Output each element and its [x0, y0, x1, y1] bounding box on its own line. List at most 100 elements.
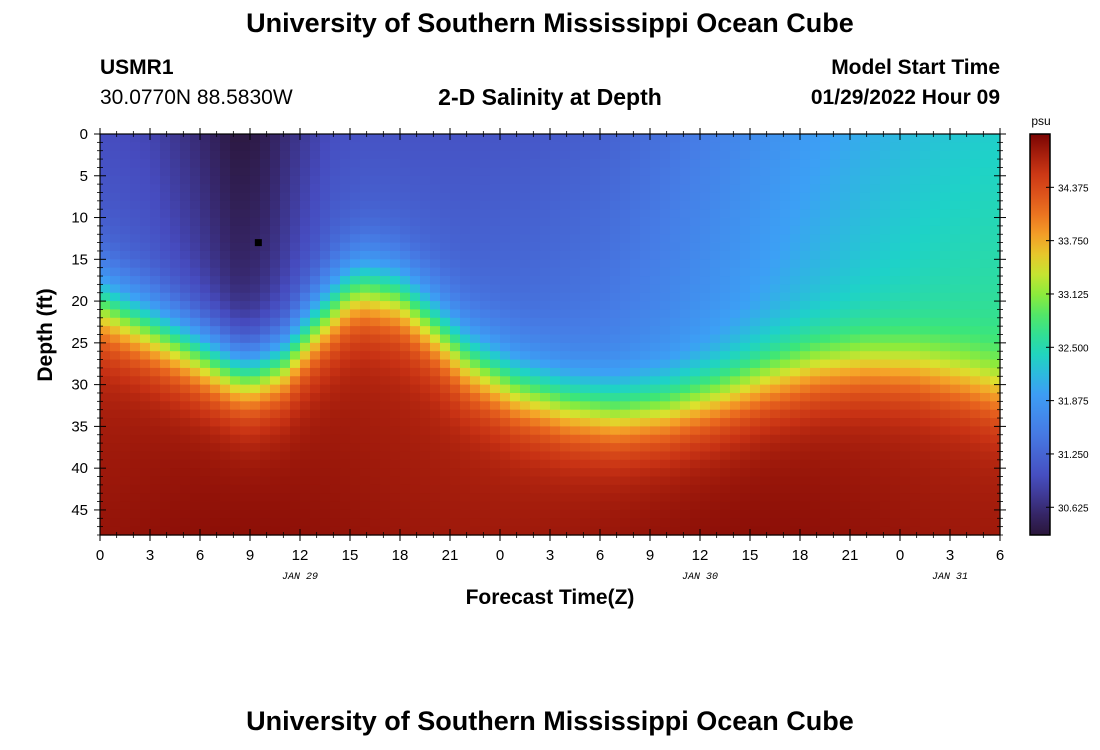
heatmap-cell [820, 142, 831, 152]
heatmap-cell [690, 384, 701, 394]
heatmap-cell [260, 159, 271, 169]
heatmap-cell [900, 134, 911, 143]
heatmap-cell [580, 468, 591, 478]
heatmap-cell [400, 451, 411, 461]
heatmap-cell [210, 134, 221, 143]
heatmap-cell [380, 376, 391, 386]
heatmap-cell [890, 309, 901, 319]
y-axis-title: Depth (ft) [34, 288, 57, 381]
heatmap-cell [620, 342, 631, 352]
heatmap-cell [400, 234, 411, 244]
heatmap-cell [860, 351, 871, 361]
heatmap-cell [460, 334, 471, 344]
heatmap-cell [140, 184, 151, 194]
heatmap-cell [200, 217, 211, 227]
heatmap-cell [200, 401, 211, 411]
heatmap-cell [610, 242, 621, 252]
heatmap-cell [330, 317, 341, 327]
heatmap-cell [200, 376, 211, 386]
heatmap-cell [980, 518, 991, 528]
heatmap-cell [360, 426, 371, 436]
heatmap-cell [230, 526, 241, 536]
heatmap-cell [330, 150, 341, 160]
heatmap-cell [190, 526, 201, 536]
heatmap-cell [190, 200, 201, 210]
heatmap-cell [250, 384, 261, 394]
heatmap-cell [440, 401, 451, 411]
heatmap-cell [890, 493, 901, 503]
heatmap-cell [980, 317, 991, 327]
heatmap-cell [900, 409, 911, 419]
heatmap-cell [260, 250, 271, 260]
heatmap-cell [110, 426, 121, 436]
heatmap-cell [700, 392, 711, 402]
heatmap-cell [610, 418, 621, 427]
heatmap-cell [540, 334, 551, 344]
heatmap-cell [210, 292, 221, 302]
heatmap-cell [220, 225, 231, 235]
heatmap-cell [440, 225, 451, 235]
heatmap-cell [400, 142, 411, 152]
heatmap-cell [100, 501, 111, 511]
heatmap-cell [190, 242, 201, 252]
heatmap-cell [450, 200, 461, 210]
heatmap-cell [570, 443, 581, 453]
heatmap-cell [330, 409, 341, 419]
heatmap-cell [290, 242, 301, 252]
heatmap-cell [690, 309, 701, 319]
heatmap-cell [770, 493, 781, 503]
heatmap-cell [210, 418, 221, 427]
heatmap-cell [370, 426, 381, 436]
heatmap-cell [340, 326, 351, 336]
heatmap-cell [680, 175, 691, 185]
heatmap-cell [560, 284, 571, 294]
heatmap-cell [920, 234, 931, 244]
heatmap-cell [680, 409, 691, 419]
heatmap-cell [610, 518, 621, 528]
heatmap-cell [610, 384, 621, 394]
heatmap-cell [450, 134, 461, 143]
heatmap-cell [380, 526, 391, 536]
heatmap-cell [150, 209, 161, 219]
heatmap-cell [940, 434, 951, 444]
heatmap-cell [500, 342, 511, 352]
heatmap-cell [150, 459, 161, 469]
heatmap-cell [390, 134, 401, 143]
heatmap-cell [450, 376, 461, 386]
heatmap-cell [290, 476, 301, 486]
heatmap-cell [380, 250, 391, 260]
heatmap-cell [770, 242, 781, 252]
heatmap-cell [910, 184, 921, 194]
heatmap-cell [560, 468, 571, 478]
heatmap-cell [320, 476, 331, 486]
heatmap-cell [510, 134, 521, 143]
heatmap-cell [110, 276, 121, 285]
heatmap-cell [190, 434, 201, 444]
heatmap-cell [840, 367, 851, 377]
heatmap-cell [480, 409, 491, 419]
heatmap-cell [280, 192, 291, 202]
heatmap-cell [760, 401, 771, 411]
heatmap-cell [420, 342, 431, 352]
heatmap-cell [400, 200, 411, 210]
heatmap-cell [850, 326, 861, 336]
heatmap-cell [190, 443, 201, 453]
heatmap-cell [410, 175, 421, 185]
x-tick-label: 3 [546, 547, 554, 564]
heatmap-cell [740, 242, 751, 252]
heatmap-cell [170, 284, 181, 294]
heatmap-cell [580, 484, 591, 494]
heatmap-cell [990, 192, 1001, 202]
heatmap-cell [640, 276, 651, 285]
heatmap-cell [980, 309, 991, 319]
heatmap-cell [280, 493, 291, 503]
heatmap-cell [650, 317, 661, 327]
heatmap-cell [160, 309, 171, 319]
heatmap-cell [410, 134, 421, 143]
heatmap-cell [710, 401, 721, 411]
heatmap-cell [280, 301, 291, 311]
heatmap-cell [590, 192, 601, 202]
heatmap-cell [430, 142, 441, 152]
heatmap-cell [550, 459, 561, 469]
heatmap-cell [840, 309, 851, 319]
